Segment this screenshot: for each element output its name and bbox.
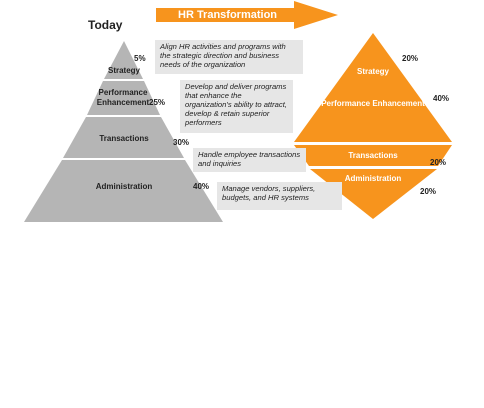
transformation-arrow — [156, 1, 338, 29]
diamond-tier-upper — [294, 33, 452, 142]
diamond-label-strategy: Strategy — [356, 67, 389, 76]
pyramid-label-transactions: Transactions — [99, 134, 149, 143]
pyramid-pct-administration: 40% — [193, 182, 210, 191]
diamond-label-performance: Performance Enhancement — [321, 99, 425, 108]
diamond-pct-transactions: 20% — [430, 158, 447, 167]
pyramid-tier-strategy — [104, 41, 143, 79]
diamond-tier-administration — [310, 169, 437, 219]
pyramid-pct-strategy: 5% — [134, 54, 146, 63]
diamond-tier-transactions — [294, 145, 452, 166]
pyramid-tier-administration — [24, 160, 223, 222]
description-administration: Manage vendors, suppliers, budgets, and … — [217, 182, 342, 210]
pyramid-label-performance: Performance Enhancement — [96, 88, 150, 107]
diamond-pct-strategy: 20% — [402, 54, 419, 63]
pyramid-tier-performance — [87, 81, 160, 115]
diamond-pct-performance: 40% — [433, 94, 450, 103]
description-transactions: Handle employee transactions and inquiri… — [193, 148, 306, 172]
diamond-pct-administration: 20% — [420, 187, 437, 196]
diamond-label-administration: Administration — [344, 174, 402, 183]
pyramid-tier-transactions — [63, 117, 184, 158]
description-performance: Develop and deliver programs that enhanc… — [180, 80, 293, 133]
today-title: Today — [88, 18, 123, 32]
transformation-title: HR Transformation — [178, 9, 278, 21]
pyramid-pct-transactions: 30% — [173, 138, 190, 147]
pyramid-pct-performance: 25% — [149, 98, 166, 107]
description-strategy: Align HR activities and programs with th… — [155, 40, 303, 74]
diamond-label-transactions: Transactions — [348, 151, 398, 160]
pyramid-label-administration: Administration — [95, 182, 153, 191]
pyramid-label-strategy: Strategy — [107, 66, 140, 75]
